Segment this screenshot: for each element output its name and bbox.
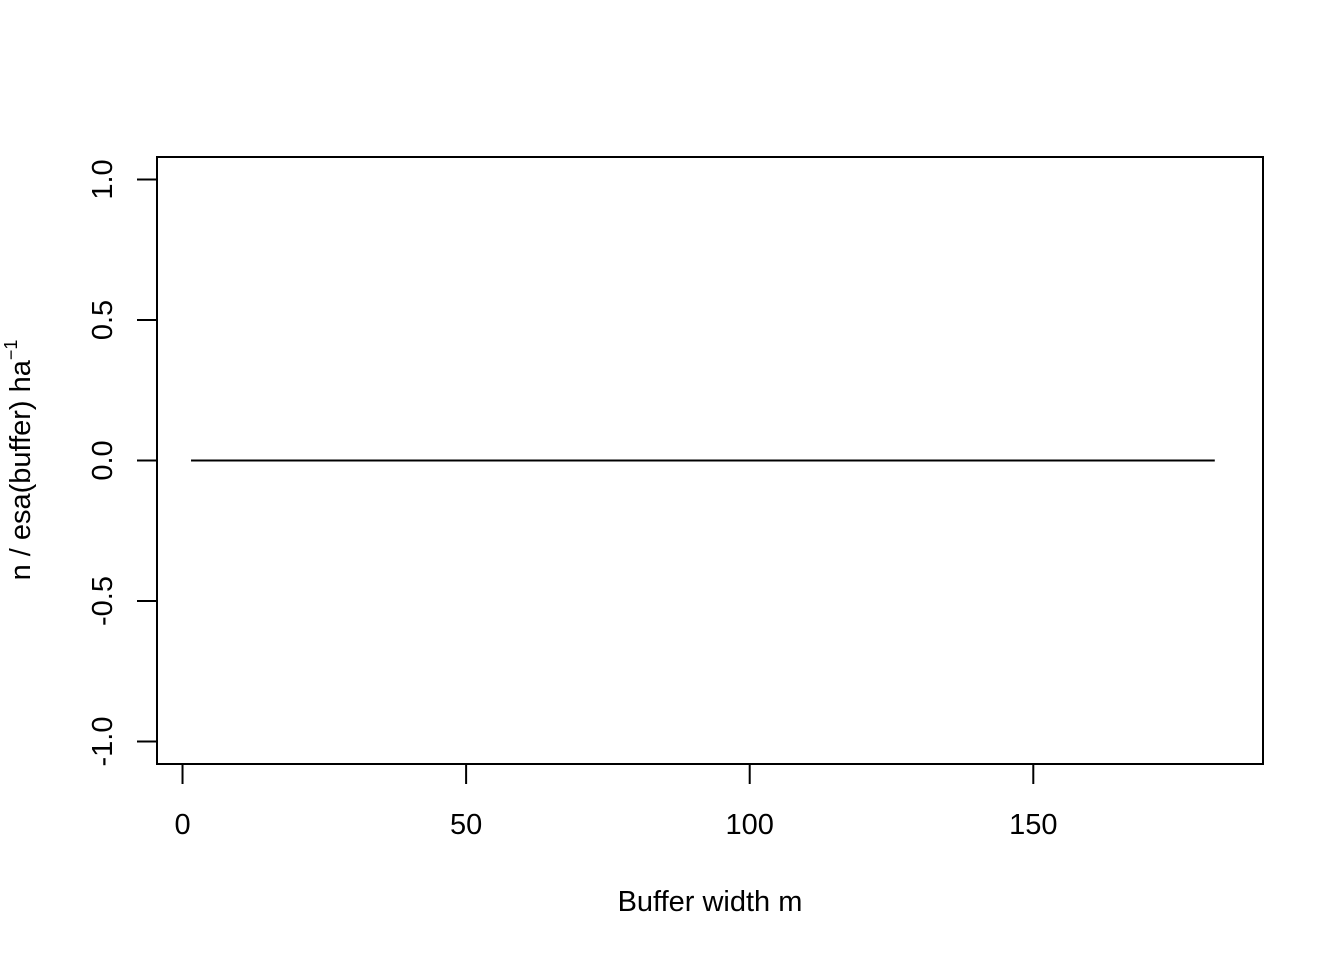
y-tick-label: -0.5 xyxy=(87,576,119,626)
y-tick-label: 0.0 xyxy=(87,440,119,480)
y-tick-label: 0.5 xyxy=(87,300,119,340)
y-axis-title: n / esa(buffer) ha−1 xyxy=(1,340,37,581)
y-tick-label: 1.0 xyxy=(87,159,119,199)
x-axis: 0 50 100 150 xyxy=(174,763,1057,841)
x-tick-label: 0 xyxy=(174,809,190,841)
x-tick-label: 50 xyxy=(450,809,482,841)
x-tick-label: 100 xyxy=(726,809,774,841)
y-tick-label: -1.0 xyxy=(87,717,119,767)
y-axis-title-main: n / esa(buffer) ha xyxy=(5,359,37,580)
x-tick-label: 150 xyxy=(1009,809,1057,841)
y-axis-title-superscript: −1 xyxy=(1,340,21,361)
y-axis-title-group: n / esa(buffer) ha−1 xyxy=(1,340,37,581)
y-axis: -1.0 -0.5 0.0 0.5 1.0 xyxy=(87,159,158,767)
x-axis-title: Buffer width m xyxy=(618,886,803,918)
